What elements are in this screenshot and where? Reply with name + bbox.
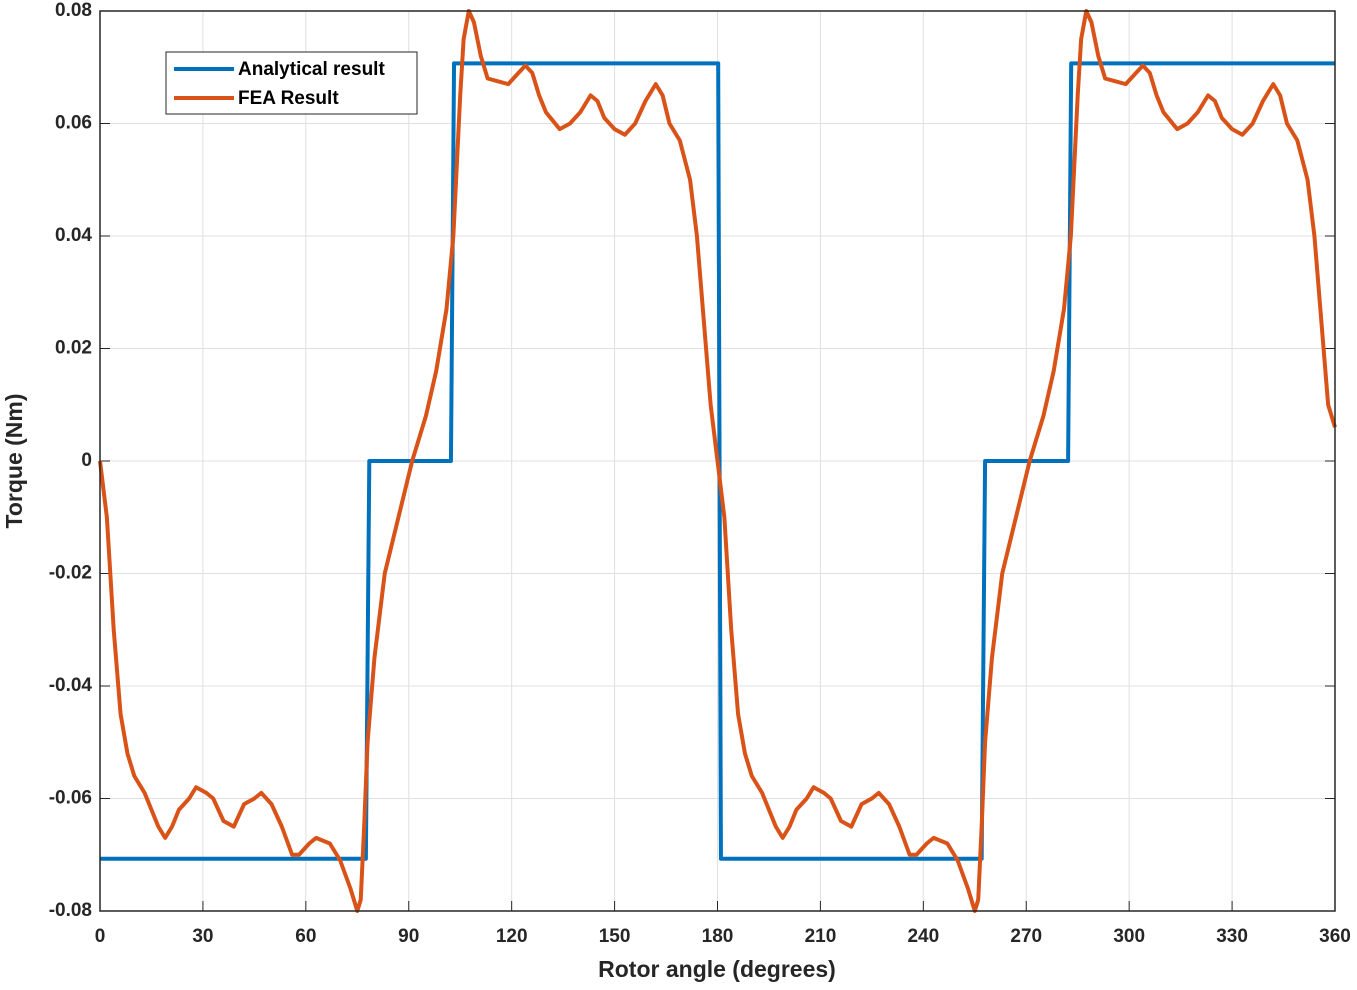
y-axis-label: Torque (Nm) — [1, 393, 27, 528]
x-tick-label: 300 — [1113, 926, 1145, 947]
y-tick-label: -0.08 — [49, 900, 92, 921]
x-tick-label: 60 — [295, 926, 316, 947]
x-tick-label: 210 — [805, 926, 837, 947]
y-tick-label: 0 — [81, 450, 92, 471]
x-tick-label: 90 — [398, 926, 419, 947]
x-tick-label: 30 — [192, 926, 213, 947]
series-line — [98, 9, 1337, 913]
plot-frame — [99, 10, 1336, 912]
x-tick-label: 0 — [95, 926, 106, 947]
x-tick-label: 360 — [1319, 926, 1351, 947]
y-tick-label: -0.02 — [49, 563, 92, 584]
x-tick-label: 270 — [1010, 926, 1042, 947]
x-tick-label: 150 — [599, 926, 631, 947]
x-axis-label: Rotor angle (degrees) — [598, 956, 836, 982]
series-line — [100, 61, 1335, 861]
y-tick-label: 0.04 — [55, 225, 92, 246]
y-tick-label: -0.04 — [49, 675, 93, 696]
legend-label: Analytical result — [238, 59, 385, 80]
legend-box — [165, 51, 418, 115]
x-tick-label: 120 — [496, 926, 528, 947]
y-tick-label: 0.02 — [55, 338, 92, 359]
y-tick-label: 0.08 — [55, 0, 92, 21]
x-tick-label: 240 — [907, 926, 939, 947]
x-tick-label: 330 — [1216, 926, 1248, 947]
x-tick-label: 180 — [702, 926, 734, 947]
legend-label: FEA Result — [238, 88, 339, 109]
y-tick-label: -0.06 — [49, 788, 92, 809]
y-tick-label: 0.06 — [55, 113, 92, 134]
